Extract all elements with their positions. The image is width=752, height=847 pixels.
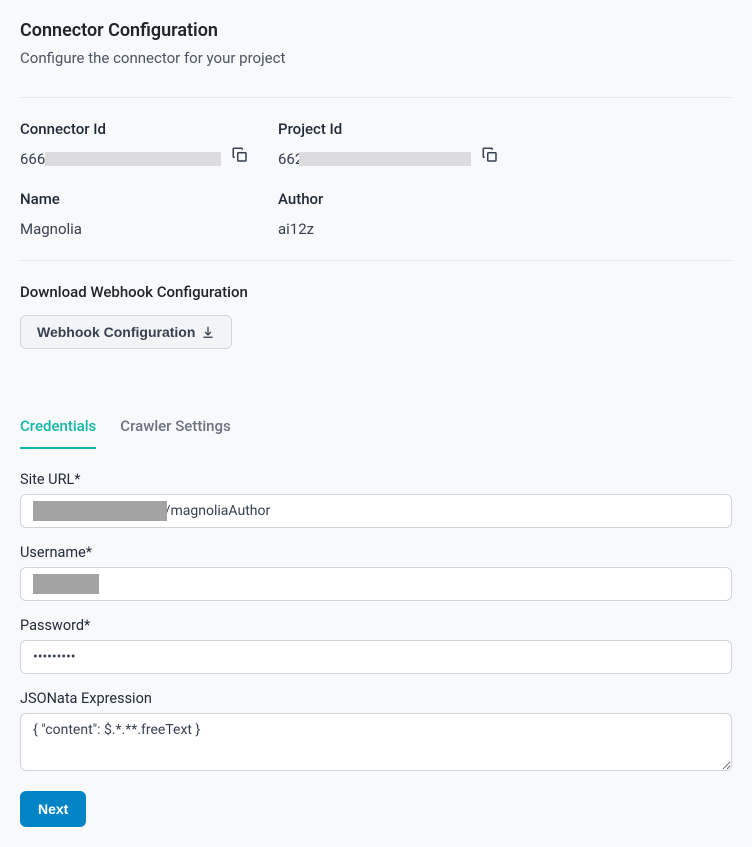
username-input[interactable]	[20, 567, 732, 601]
copy-icon[interactable]	[231, 146, 249, 164]
download-icon	[201, 325, 215, 339]
tabs: Credentials Crawler Settings	[20, 405, 732, 449]
name-value: Magnolia	[20, 220, 278, 238]
meta-row: Name Magnolia Author ai12z	[20, 190, 732, 238]
connector-id-label: Connector Id	[20, 120, 278, 138]
site-url-label: Site URL*	[20, 471, 732, 488]
divider	[20, 260, 732, 261]
username-label: Username*	[20, 544, 732, 561]
divider	[20, 97, 732, 98]
jsonata-input[interactable]	[20, 713, 732, 771]
webhook-section-label: Download Webhook Configuration	[20, 283, 732, 301]
webhook-button-label: Webhook Configuration	[37, 324, 195, 340]
project-id-value: 662f0a8a70891fca1c8b227a	[278, 150, 471, 168]
password-label: Password*	[20, 617, 732, 634]
copy-icon[interactable]	[481, 146, 499, 164]
webhook-config-button[interactable]: Webhook Configuration	[20, 315, 232, 349]
next-button[interactable]: Next	[20, 791, 86, 827]
jsonata-label: JSONata Expression	[20, 690, 732, 707]
connector-id-value: 6660d00a32c98c6bd0456209	[20, 150, 221, 168]
name-label: Name	[20, 190, 278, 208]
project-id-label: Project Id	[278, 120, 536, 138]
tab-crawler-settings[interactable]: Crawler Settings	[120, 405, 230, 449]
page-title: Connector Configuration	[20, 20, 732, 41]
tab-credentials[interactable]: Credentials	[20, 405, 96, 449]
author-value: ai12z	[278, 220, 536, 238]
id-row: Connector Id 6660d00a32c98c6bd0456209 Pr…	[20, 120, 732, 168]
author-label: Author	[278, 190, 536, 208]
password-input[interactable]	[20, 640, 732, 674]
page-subtitle: Configure the connector for your project	[20, 49, 732, 67]
